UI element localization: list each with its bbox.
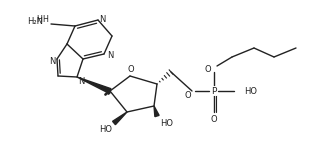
- Text: N: N: [107, 51, 113, 60]
- Polygon shape: [154, 106, 159, 117]
- Text: HO: HO: [244, 86, 257, 95]
- Text: O: O: [205, 64, 211, 73]
- Polygon shape: [77, 77, 111, 93]
- Text: N: N: [99, 15, 105, 24]
- Text: H₂N: H₂N: [27, 18, 43, 27]
- Polygon shape: [113, 112, 127, 125]
- Text: P: P: [211, 86, 217, 95]
- Text: H: H: [36, 16, 42, 24]
- Text: HO: HO: [100, 126, 113, 135]
- Text: N: N: [49, 57, 55, 66]
- Text: H: H: [42, 16, 48, 24]
- Text: O: O: [211, 115, 217, 124]
- Text: N: N: [78, 77, 84, 86]
- Text: O: O: [185, 91, 191, 100]
- Text: HO: HO: [161, 119, 174, 128]
- Text: O: O: [128, 66, 134, 75]
